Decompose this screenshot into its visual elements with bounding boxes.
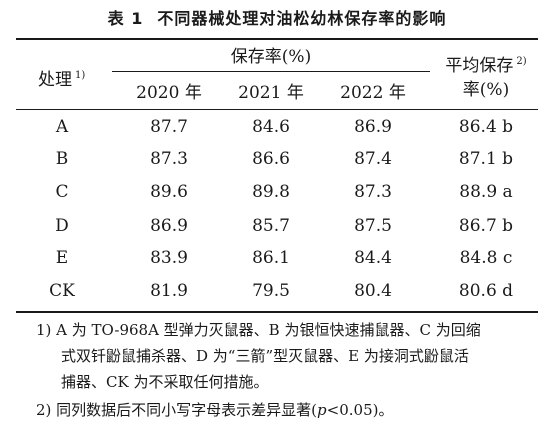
header-year: 2020 年 (119, 82, 219, 104)
cell-average: 88.9 a (459, 182, 513, 202)
cell-treatment: E (55, 248, 69, 268)
cell-2022: 87.5 (354, 216, 392, 236)
footnote-1-line-2: 式双钎鼢鼠捕杀器、D 为“三箭”型灭鼠器、E 为接洞式鼢鼠活 (61, 347, 469, 365)
cell-average: 87.1 b (458, 149, 514, 169)
header-year: 2022 年 (323, 82, 423, 104)
cell-2022: 87.3 (354, 182, 392, 202)
header-average-label: 平均保存 (445, 56, 514, 76)
cell-2021: 89.8 (252, 182, 290, 202)
cell-2021: 84.6 (252, 117, 290, 137)
cell-2021: 86.1 (252, 248, 290, 268)
footnote-marker: 1) (75, 70, 86, 81)
footnote-2: 2) 同列数据后不同小写字母表示差异显著(p<0.05)。 (36, 398, 393, 422)
cell-2020: 89.6 (150, 182, 188, 202)
cell-2020: 86.9 (150, 216, 188, 236)
footnote-2-text: 2) 同列数据后不同小写字母表示差异显著( (36, 401, 318, 419)
table-title: 表 1 不同器械处理对油松幼林保存率的影响 (0, 5, 554, 29)
cell-2020: 83.9 (150, 248, 188, 268)
header-year: 2021 年 (221, 82, 321, 104)
header-year-label: 2022 年 (340, 83, 406, 103)
cell-treatment: D (55, 216, 69, 236)
header-year-label: 2021 年 (238, 83, 304, 103)
cell-average: 84.8 c (459, 248, 513, 268)
cell-2022: 86.9 (354, 117, 392, 137)
footnote-2-p-symbol: p (317, 401, 327, 419)
table-caption: 不同器械处理对油松幼林保存率的影响 (157, 9, 447, 28)
footnote-1-line-1: 1) A 为 TO-968A 型弹力灭鼠器、B 为银恒快速捕鼠器、C 为回缩 (36, 321, 481, 339)
cell-2021: 79.5 (252, 281, 290, 301)
header-retention-label: 保存率(%) (230, 47, 312, 67)
header-average: 平均保存 2) (431, 51, 541, 77)
cell-2021: 85.7 (252, 216, 290, 236)
header-treatment: 处理 1) (38, 65, 85, 91)
footnote-marker: 2) (516, 56, 527, 67)
group-header-rule (112, 71, 430, 72)
top-rule (16, 38, 538, 40)
header-year-label: 2020 年 (136, 83, 202, 103)
cell-2022: 87.4 (354, 149, 392, 169)
footnote-1-line-3: 捕器、CK 为不采取任何措施。 (61, 373, 269, 391)
cell-2020: 87.7 (150, 117, 188, 137)
cell-2020: 81.9 (150, 281, 188, 301)
bottom-rule (16, 311, 538, 313)
footnote-2-threshold: <0.05)。 (326, 401, 394, 419)
cell-2022: 84.4 (354, 248, 392, 268)
cell-2020: 87.3 (150, 149, 188, 169)
table-number: 表 1 (107, 9, 144, 28)
cell-2022: 80.4 (354, 281, 392, 301)
header-retention-group: 保存率(%) (112, 46, 430, 68)
cell-2021: 86.6 (252, 149, 290, 169)
header-treatment-label: 处理 (38, 70, 72, 90)
cell-average: 86.4 b (458, 117, 514, 137)
header-bottom-rule (16, 109, 538, 110)
cell-average: 80.6 d (458, 281, 514, 301)
cell-treatment: B (55, 149, 69, 169)
header-average-unit-label: 率(%) (462, 80, 510, 100)
cell-treatment: C (55, 182, 69, 202)
cell-average: 86.7 b (458, 216, 514, 236)
header-average-unit: 率(%) (431, 79, 541, 101)
cell-treatment: CK (49, 281, 75, 301)
cell-treatment: A (55, 117, 69, 137)
